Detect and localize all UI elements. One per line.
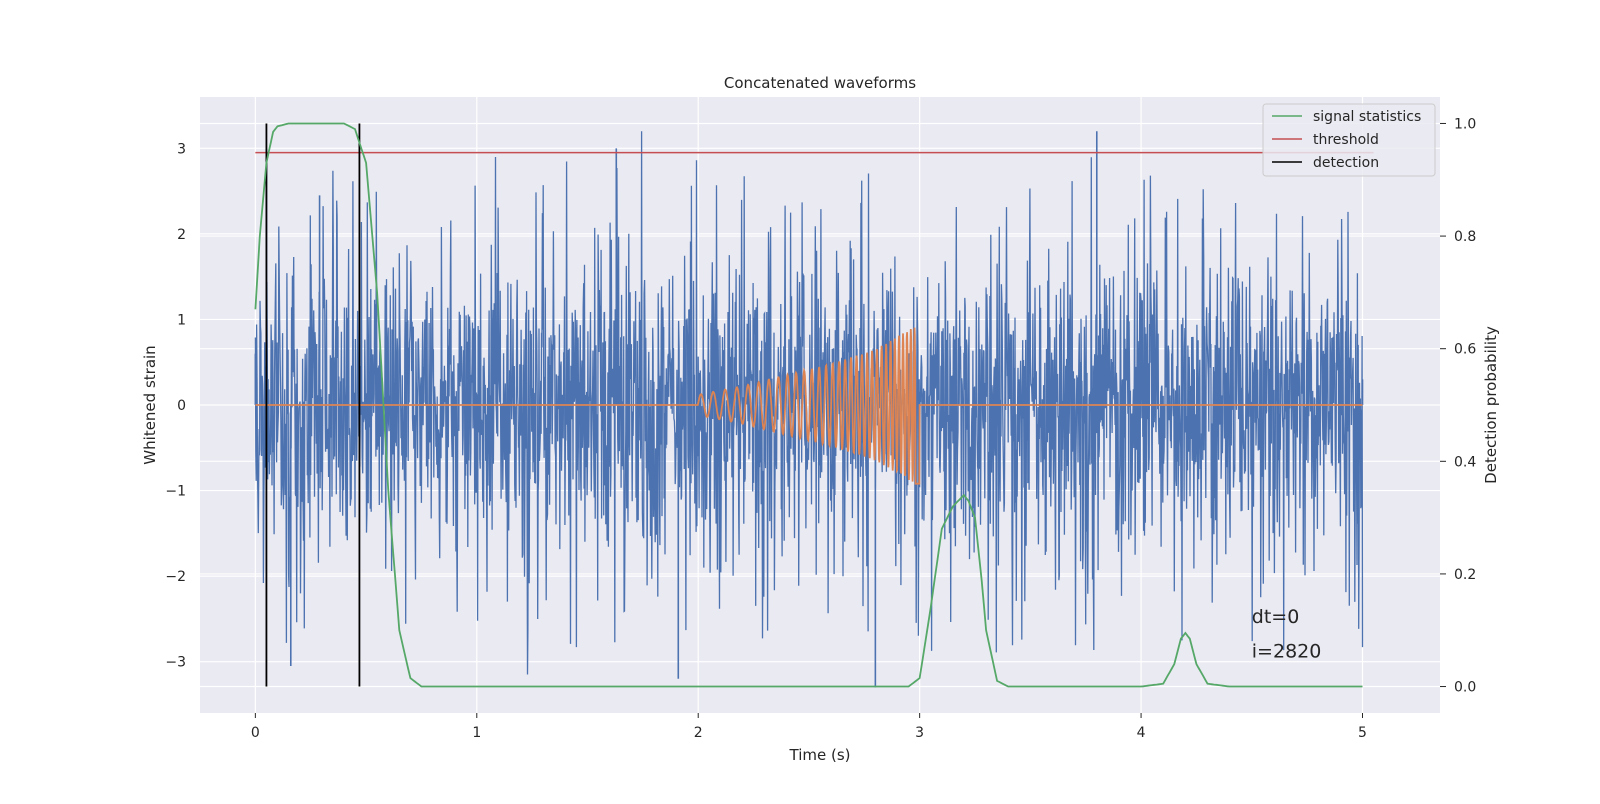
legend-label-detection: detection xyxy=(1313,155,1379,171)
legend-label-threshold: threshold xyxy=(1313,132,1379,148)
y2-axis-label: Detection probability xyxy=(1482,326,1500,484)
y-tick-label: 0 xyxy=(177,398,186,414)
x-axis-label: Time (s) xyxy=(789,746,851,764)
y-tick-label: −2 xyxy=(165,569,186,585)
y2-tick-label: 0.2 xyxy=(1454,567,1476,583)
y-tick-label: −1 xyxy=(165,484,186,500)
annotations: dt=0 i=2820 xyxy=(1252,606,1322,662)
y2-tick-label: 1.0 xyxy=(1454,116,1476,132)
y-tick-label: −3 xyxy=(165,655,186,671)
y2-tick-label: 0.8 xyxy=(1454,229,1476,245)
x-tick-label: 4 xyxy=(1137,725,1146,741)
legend-label-signal-statistics: signal statistics xyxy=(1313,109,1421,125)
y2-tick-label: 0.4 xyxy=(1454,454,1476,470)
annotation-dt: dt=0 xyxy=(1252,606,1300,628)
legend: signal statistics threshold detection xyxy=(1262,103,1436,177)
x-tick-label: 1 xyxy=(472,725,481,741)
axes: 0 1 2 3 4 5 3 2 1 0 −1 −2 −3 1.0 0.8 0.6 0.4 0.2 0.0 xyxy=(165,116,1476,741)
y-tick-label: 3 xyxy=(177,141,186,157)
y2-tick-label: 0.6 xyxy=(1454,342,1476,358)
y2-tick-label: 0.0 xyxy=(1454,680,1476,696)
data-layer xyxy=(254,122,1374,688)
y-tick-label: 1 xyxy=(177,312,186,328)
x-tick-label: 2 xyxy=(694,725,703,741)
annotation-index: i=2820 xyxy=(1252,640,1322,662)
y-axis-label: Whitened strain xyxy=(141,345,159,464)
x-tick-label: 0 xyxy=(251,725,260,741)
x-tick-label: 5 xyxy=(1358,725,1367,741)
chart-title: Concatenated waveforms xyxy=(724,74,916,92)
signal-statistics-line xyxy=(254,122,1363,688)
legend-frame xyxy=(1262,103,1436,177)
y-tick-label: 2 xyxy=(177,227,186,243)
x-tick-label: 3 xyxy=(915,725,924,741)
chirp-waveform-line xyxy=(255,327,1363,485)
